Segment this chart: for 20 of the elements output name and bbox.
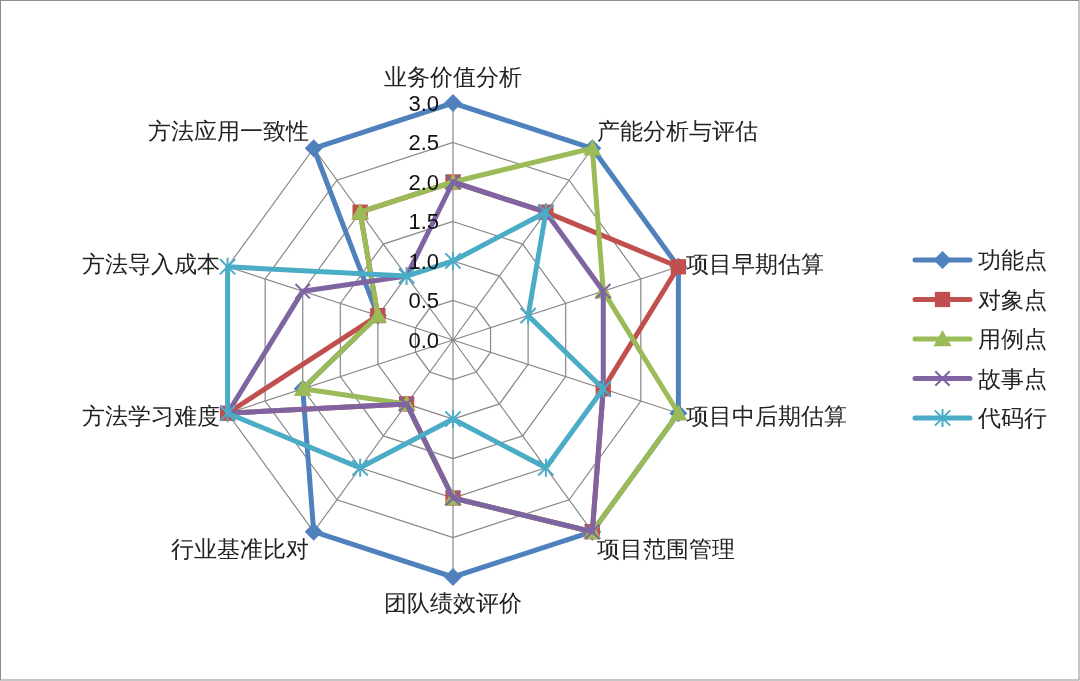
- spoke-label: 项目早期估算: [686, 251, 825, 278]
- legend-label: 功能点: [978, 247, 1047, 273]
- spoke-label: 项目范围管理: [597, 535, 736, 562]
- legend-label: 故事点: [978, 365, 1047, 392]
- legend-label: 用例点: [978, 326, 1047, 352]
- legend-label: 代码行: [977, 405, 1047, 431]
- y-tick-label: 0.5: [408, 288, 439, 313]
- y-tick-label: 0.0: [408, 327, 439, 353]
- y-tick-label: 3.0: [408, 90, 439, 116]
- spoke-label: 项目中后期估算: [686, 402, 848, 429]
- legend-label: 对象点: [978, 286, 1047, 313]
- spoke-label: 行业基准比对: [170, 535, 309, 562]
- spoke-label: 方法应用一致性: [147, 118, 309, 145]
- spoke-label: 团队绩效评价: [384, 590, 522, 616]
- y-tick-label: 2.0: [408, 169, 439, 195]
- y-tick-label: 2.5: [408, 130, 439, 155]
- spoke-label: 方法学习难度: [81, 402, 220, 429]
- spoke-label: 方法导入成本: [81, 251, 220, 278]
- spoke-label: 产能分析与评估: [597, 118, 759, 145]
- spoke-label: 业务价值分析: [384, 64, 522, 90]
